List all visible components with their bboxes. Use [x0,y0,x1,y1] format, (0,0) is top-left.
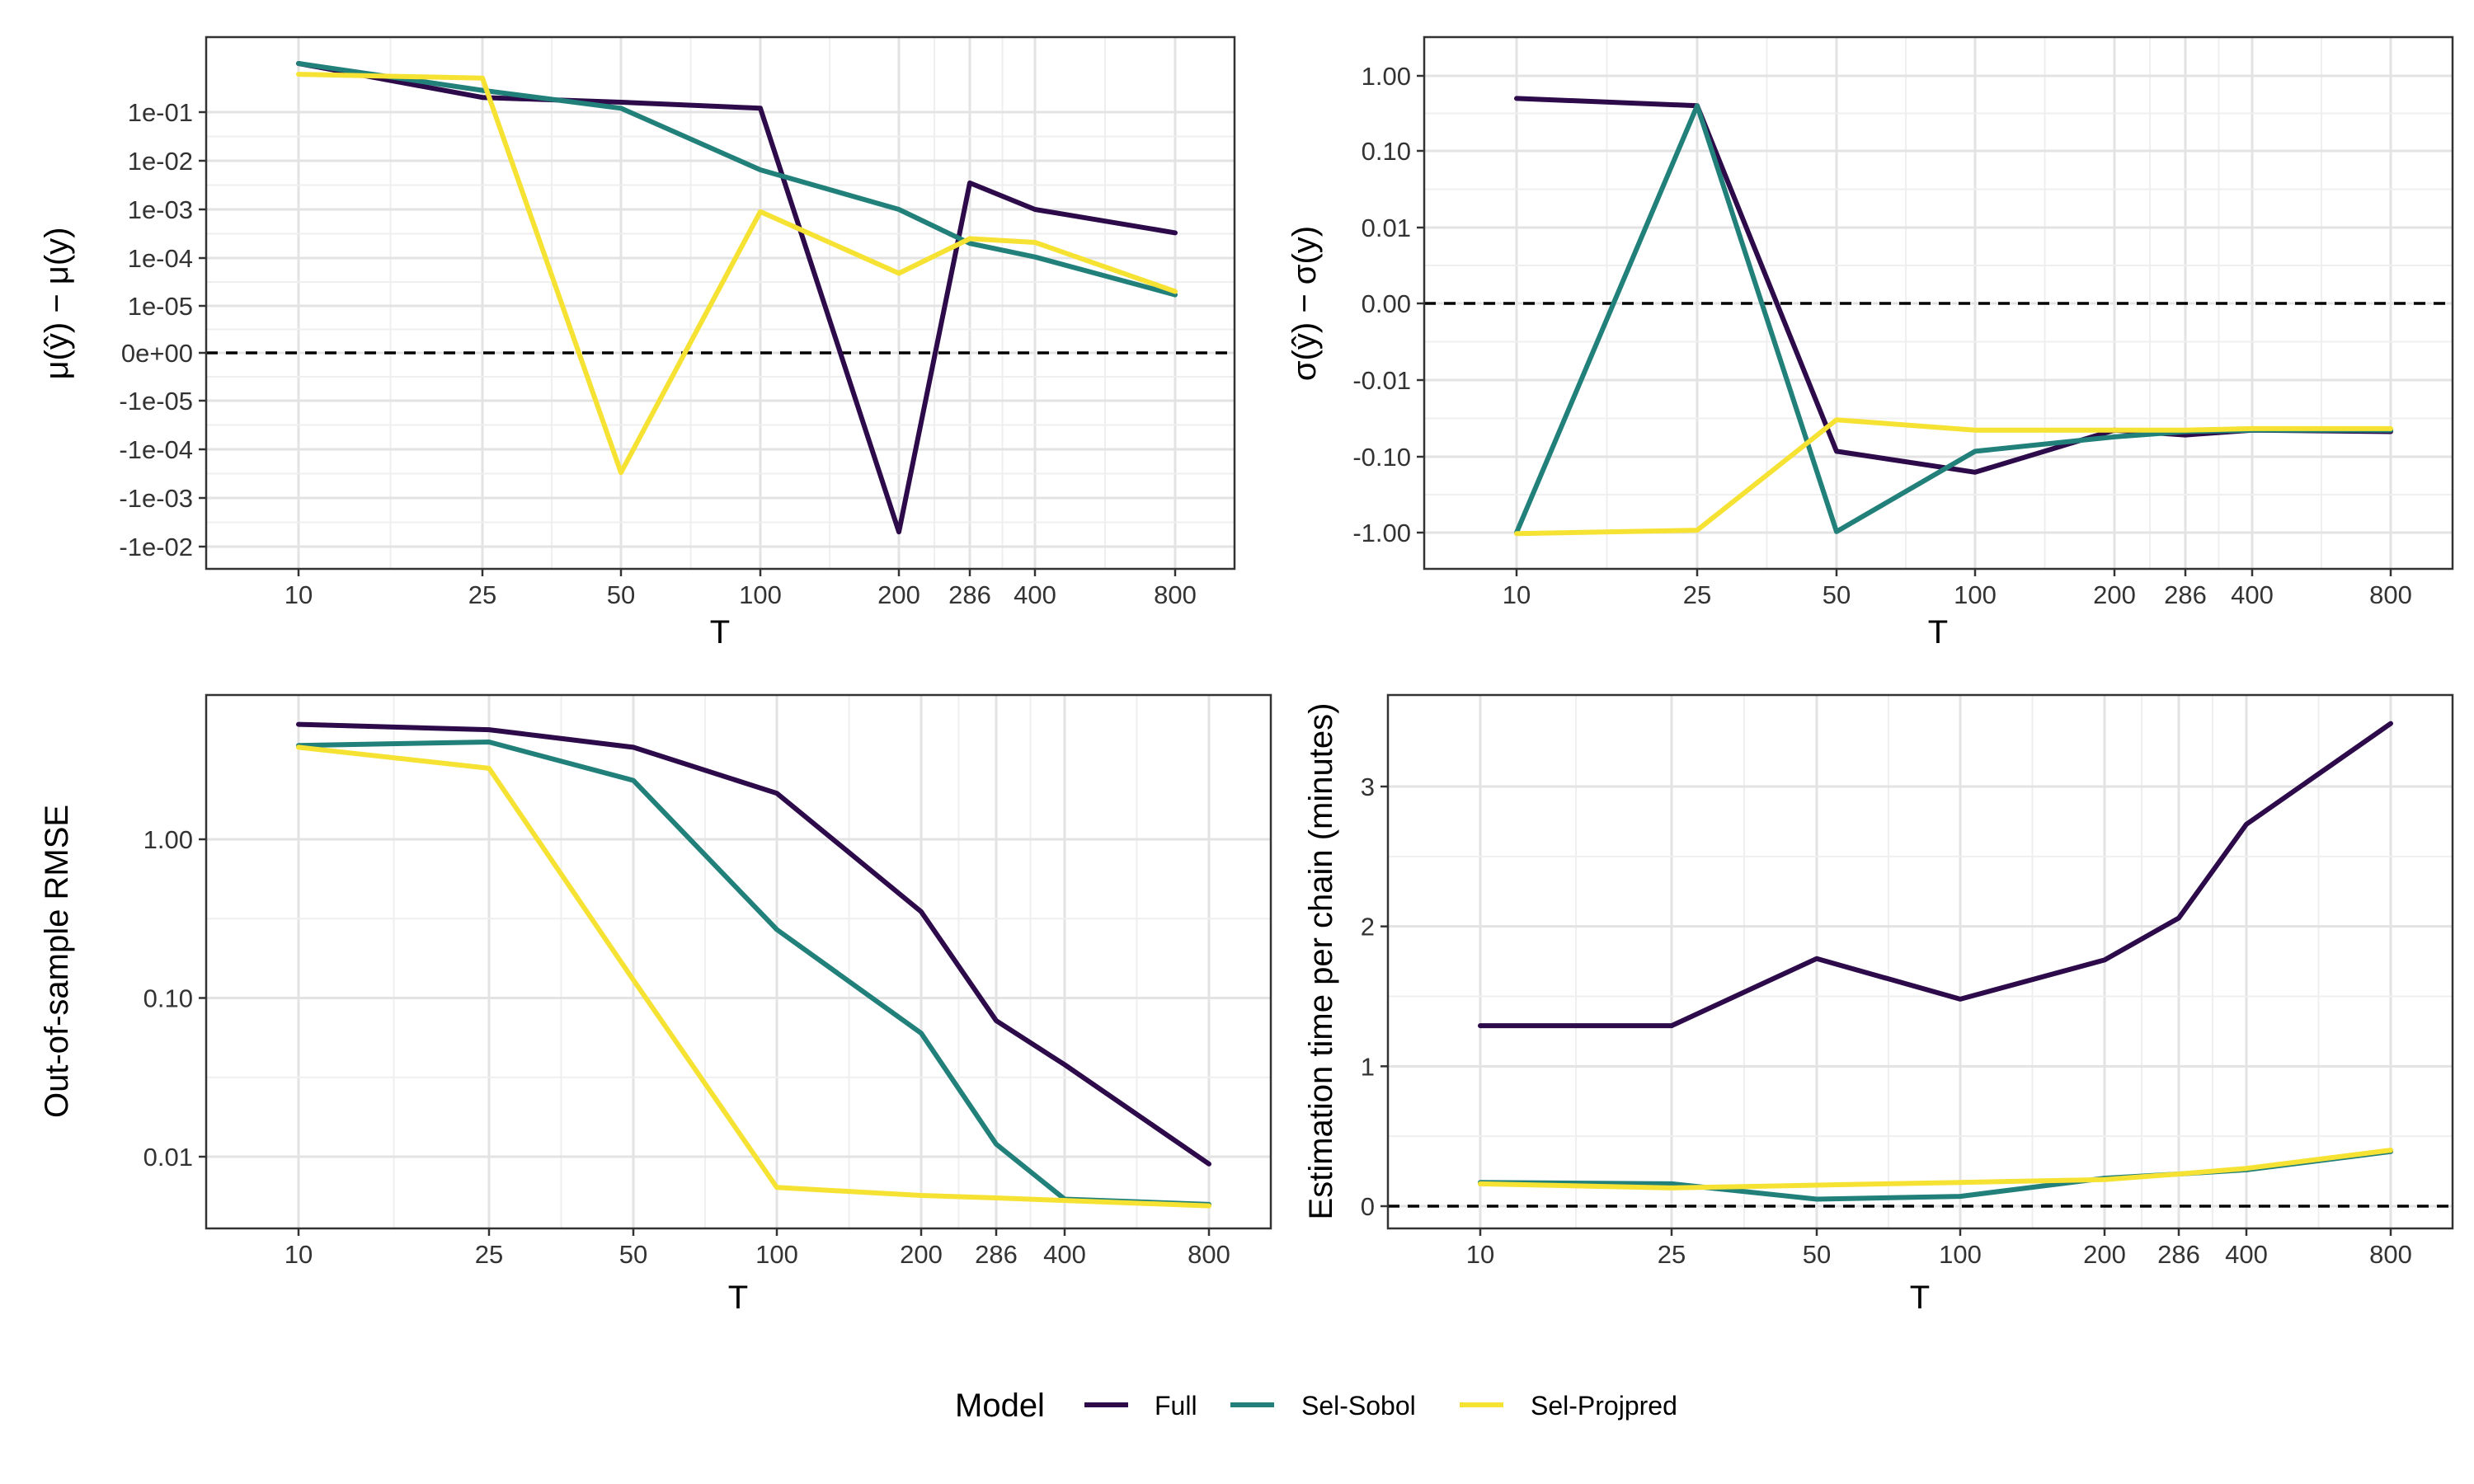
y-tick-label: 0.01 [143,1143,193,1172]
y-tick-label: 2 [1361,913,1375,942]
x-tick-label: 286 [948,580,991,609]
x-tick-label: 200 [877,580,920,609]
panel-sd-difference: 10 25 50 100 200 286 400 800 1.00 0.10 0.01 0.00 -0.… [1286,35,2454,650]
series-line-sel-projpred [296,72,1178,476]
y-tick-label: 0e+00 [121,339,193,368]
x-tick-label: 25 [1683,580,1711,609]
x-tick-label: 400 [1043,1240,1086,1269]
x-tick-label: 286 [975,1240,1018,1269]
panel-mean-difference: 10 25 50 100 200 286 400 800 1e-01 1e-02 1e-03 1e-0… [39,35,1236,650]
x-tick-label: 800 [2369,580,2412,609]
series-line-sel-sobol [296,61,1178,298]
series-group [296,721,1211,1209]
legend-title: Model [955,1388,1045,1424]
x-tick-label: 200 [900,1240,943,1269]
y-tick-label: 1.00 [1362,62,1411,91]
x-tick-label: 286 [2164,580,2207,609]
series-group [296,61,1178,535]
x-tick-label: 100 [1939,1240,1982,1269]
x-tick-label: 400 [2225,1240,2268,1269]
y-tick-label: 1 [1361,1052,1375,1081]
legend-label-sel-sobol: Sel-Sobol [1301,1391,1416,1421]
x-axis-title: T [710,614,730,650]
x-tick-label: 286 [2157,1240,2200,1269]
series-line-sel-projpred [296,744,1211,1209]
series-line-sel-projpred [1478,1148,2393,1190]
y-tick-label: 1e-01 [128,98,193,127]
legend-label-sel-projpred: Sel-Projpred [1531,1391,1677,1421]
panel-rmse: 10 25 50 100 200 286 400 800 1.00 0.10 0.01 T Out-of… [39,693,1272,1316]
plot-border [1386,693,2454,1230]
y-tick-label: 0 [1361,1192,1375,1221]
series-line-full [296,61,1178,535]
y-tick-label: 0.10 [143,984,193,1013]
y-tick-label: 1.00 [143,825,193,854]
y-tick-label: -1e-04 [119,435,193,464]
y-tick-label: -1e-02 [119,533,193,561]
plot-area [206,695,1271,1228]
y-tick-label: 0.01 [1362,214,1411,242]
legend-label-full: Full [1155,1391,1197,1421]
x-tick-label: 10 [285,1240,313,1269]
x-tick-label: 400 [2231,580,2274,609]
x-tick-label: 800 [1154,580,1197,609]
plot-area [1388,695,2453,1228]
y-tick-label: -0.01 [1352,366,1411,395]
x-tick-label: 50 [619,1240,647,1269]
x-tick-label: 50 [1803,1240,1831,1269]
series-line-sel-sobol [296,740,1211,1207]
x-axis-title: T [1928,614,1948,650]
y-tick-label: 1e-05 [128,292,193,321]
y-tick-label: 1e-02 [128,147,193,176]
x-tick-label: 50 [607,580,635,609]
y-tick-label: -1e-05 [119,387,193,416]
x-tick-label: 25 [475,1240,503,1269]
x-tick-label: 100 [739,580,782,609]
grid [206,37,1235,569]
x-tick-label: 25 [468,580,496,609]
y-axis-title: Estimation time per chain (minutes) [1303,703,1339,1220]
x-tick-label: 200 [2083,1240,2126,1269]
x-tick-label: 100 [755,1240,798,1269]
x-tick-label: 400 [1014,580,1056,609]
x-tick-label: 25 [1658,1240,1686,1269]
x-tick-label: 10 [1503,580,1531,609]
y-tick-label: 3 [1361,773,1375,801]
x-axis-title: T [728,1280,748,1316]
y-tick-label: 0.10 [1362,137,1411,166]
plot-area [206,37,1235,569]
series-group [1514,96,2393,537]
y-tick-label: -0.10 [1352,443,1411,472]
series-group [1478,721,2393,1202]
y-tick-label: 1e-04 [128,244,193,273]
grid [1388,695,2453,1228]
y-axis-title: μ(ŷ) − μ(y) [39,228,75,380]
x-tick-label: 800 [2369,1240,2412,1269]
x-tick-label: 800 [1188,1240,1230,1269]
y-tick-label: -1e-03 [119,484,193,513]
plot-border [205,35,1236,571]
x-tick-label: 10 [1466,1240,1494,1269]
x-tick-label: 100 [1954,580,1997,609]
legend: Model Full Sel-Sobol Sel-Projpred [955,1388,1677,1424]
y-axis-title: σ(ŷ) − σ(y) [1286,226,1323,381]
series-line-full [296,721,1211,1167]
x-axis-title: T [1910,1280,1930,1316]
x-tick-label: 200 [2093,580,2136,609]
x-tick-label: 50 [1823,580,1851,609]
series-line-full [1478,721,2393,1029]
y-tick-label: 1e-03 [128,195,193,224]
grid [206,695,1271,1228]
y-tick-label: -1.00 [1352,519,1411,547]
plot-border [205,693,1272,1230]
y-tick-label: 0.00 [1362,289,1411,318]
series-line-sel-projpred [1514,417,2393,537]
x-tick-label: 10 [285,580,313,609]
y-axis-title: Out-of-sample RMSE [39,805,75,1118]
